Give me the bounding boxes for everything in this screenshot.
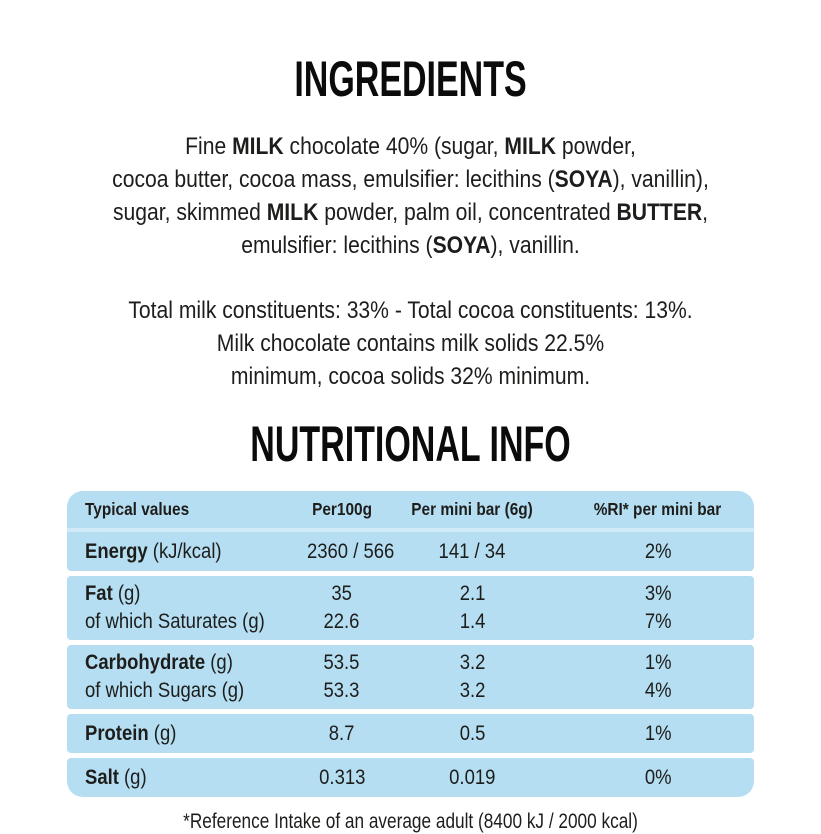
table-cell: 53.3 (323, 679, 360, 702)
text-line: Milk chocolate contains milk solids 22.5… (216, 330, 605, 357)
table-row: Carbohydrate (g) 53.5 3.2 1% (67, 649, 754, 677)
table-group: Protein (g) 8.7 0.5 1% (67, 714, 754, 753)
table-cell: 2% (644, 539, 672, 563)
text-line: Fine MILK chocolate 40% (sugar, MILK pow… (185, 133, 636, 160)
table-cell: 2360 / 566 (306, 539, 394, 563)
table-row: Protein (g) 8.7 0.5 1% (67, 714, 754, 753)
nutrition-table: Typical values Per100g Per mini bar (6g) %R… (67, 491, 754, 797)
table-cell: 1% (644, 651, 672, 674)
table-cell: of which Saturates (g) (85, 610, 265, 633)
table-cell: 3.2 (459, 651, 486, 674)
row-divider (67, 528, 754, 532)
table-cell: 141 / 34 (438, 539, 506, 563)
table-row: of which Saturates (g) 22.6 1.4 7% (67, 608, 754, 636)
nutrition-title: NUTRITIONAL INFO (250, 416, 571, 472)
table-header-row: Typical values Per100g Per mini bar (6g) %R… (67, 491, 754, 528)
table-row: Salt (g) 0.313 0.019 0% (67, 758, 754, 797)
table-cell: Fat (g) (85, 582, 141, 605)
table-cell: Per100g (311, 499, 372, 519)
table-cell: 2.1 (459, 582, 486, 605)
table-cell: 3.2 (459, 679, 486, 702)
ingredients-title: INGREDIENTS (294, 51, 527, 107)
table-cell: 22.6 (323, 610, 360, 633)
table-cell: 0.019 (449, 765, 496, 789)
table-cell: 1.4 (459, 610, 486, 633)
table-cell: 3% (644, 582, 672, 605)
table-cell: 0% (644, 765, 672, 789)
table-cell: Typical values (85, 499, 190, 519)
table-cell: of which Sugars (g) (85, 679, 245, 702)
table-cell: %RI* per mini bar (594, 499, 722, 519)
table-cell: Per mini bar (6g) (411, 499, 534, 519)
table-group: Fat (g) 35 2.1 3% of which Saturates (g) 22.6… (67, 576, 754, 640)
table-cell: 0.5 (459, 721, 486, 745)
reference-intake-footnote: *Reference Intake of an average adult (8… (183, 810, 638, 833)
table-group: Salt (g) 0.313 0.019 0% (67, 758, 754, 797)
table-cell: Carbohydrate (g) (85, 651, 233, 674)
table-cell: Protein (g) (85, 721, 177, 745)
table-group: Carbohydrate (g) 53.5 3.2 1% of which Sugars… (67, 645, 754, 709)
ingredients-paragraph: Fine MILK chocolate 40% (sugar, MILK pow… (49, 130, 771, 262)
table-cell: 0.313 (318, 765, 365, 789)
text-line: emulsifier: lecithins (SOYA), vanillin. (241, 232, 580, 259)
text-line: cocoa butter, cocoa mass, emulsifier: le… (112, 166, 709, 193)
table-cell: 8.7 (328, 721, 355, 745)
text-line: sugar, skimmed MILK powder, palm oil, co… (112, 199, 709, 226)
text-line: minimum, cocoa solids 32% minimum. (230, 363, 591, 390)
table-cell: 7% (644, 610, 672, 633)
table-row: of which Sugars (g) 53.3 3.2 4% (67, 677, 754, 705)
table-cell: 35 (331, 582, 353, 605)
table-group: Typical values Per100g Per mini bar (6g) %R… (67, 491, 754, 571)
table-cell: Energy (kJ/kcal) (85, 539, 222, 563)
text-line: Total milk constituents: 33% - Total coc… (128, 297, 693, 324)
constituents-paragraph: Total milk constituents: 33% - Total coc… (49, 294, 771, 393)
table-cell: 4% (644, 679, 672, 702)
table-cell: Salt (g) (85, 765, 147, 789)
table-row: Fat (g) 35 2.1 3% (67, 580, 754, 608)
table-cell: 1% (644, 721, 672, 745)
table-cell: 53.5 (323, 651, 360, 674)
table-row: Energy (kJ/kcal) 2360 / 566 141 / 34 2% (67, 532, 754, 571)
